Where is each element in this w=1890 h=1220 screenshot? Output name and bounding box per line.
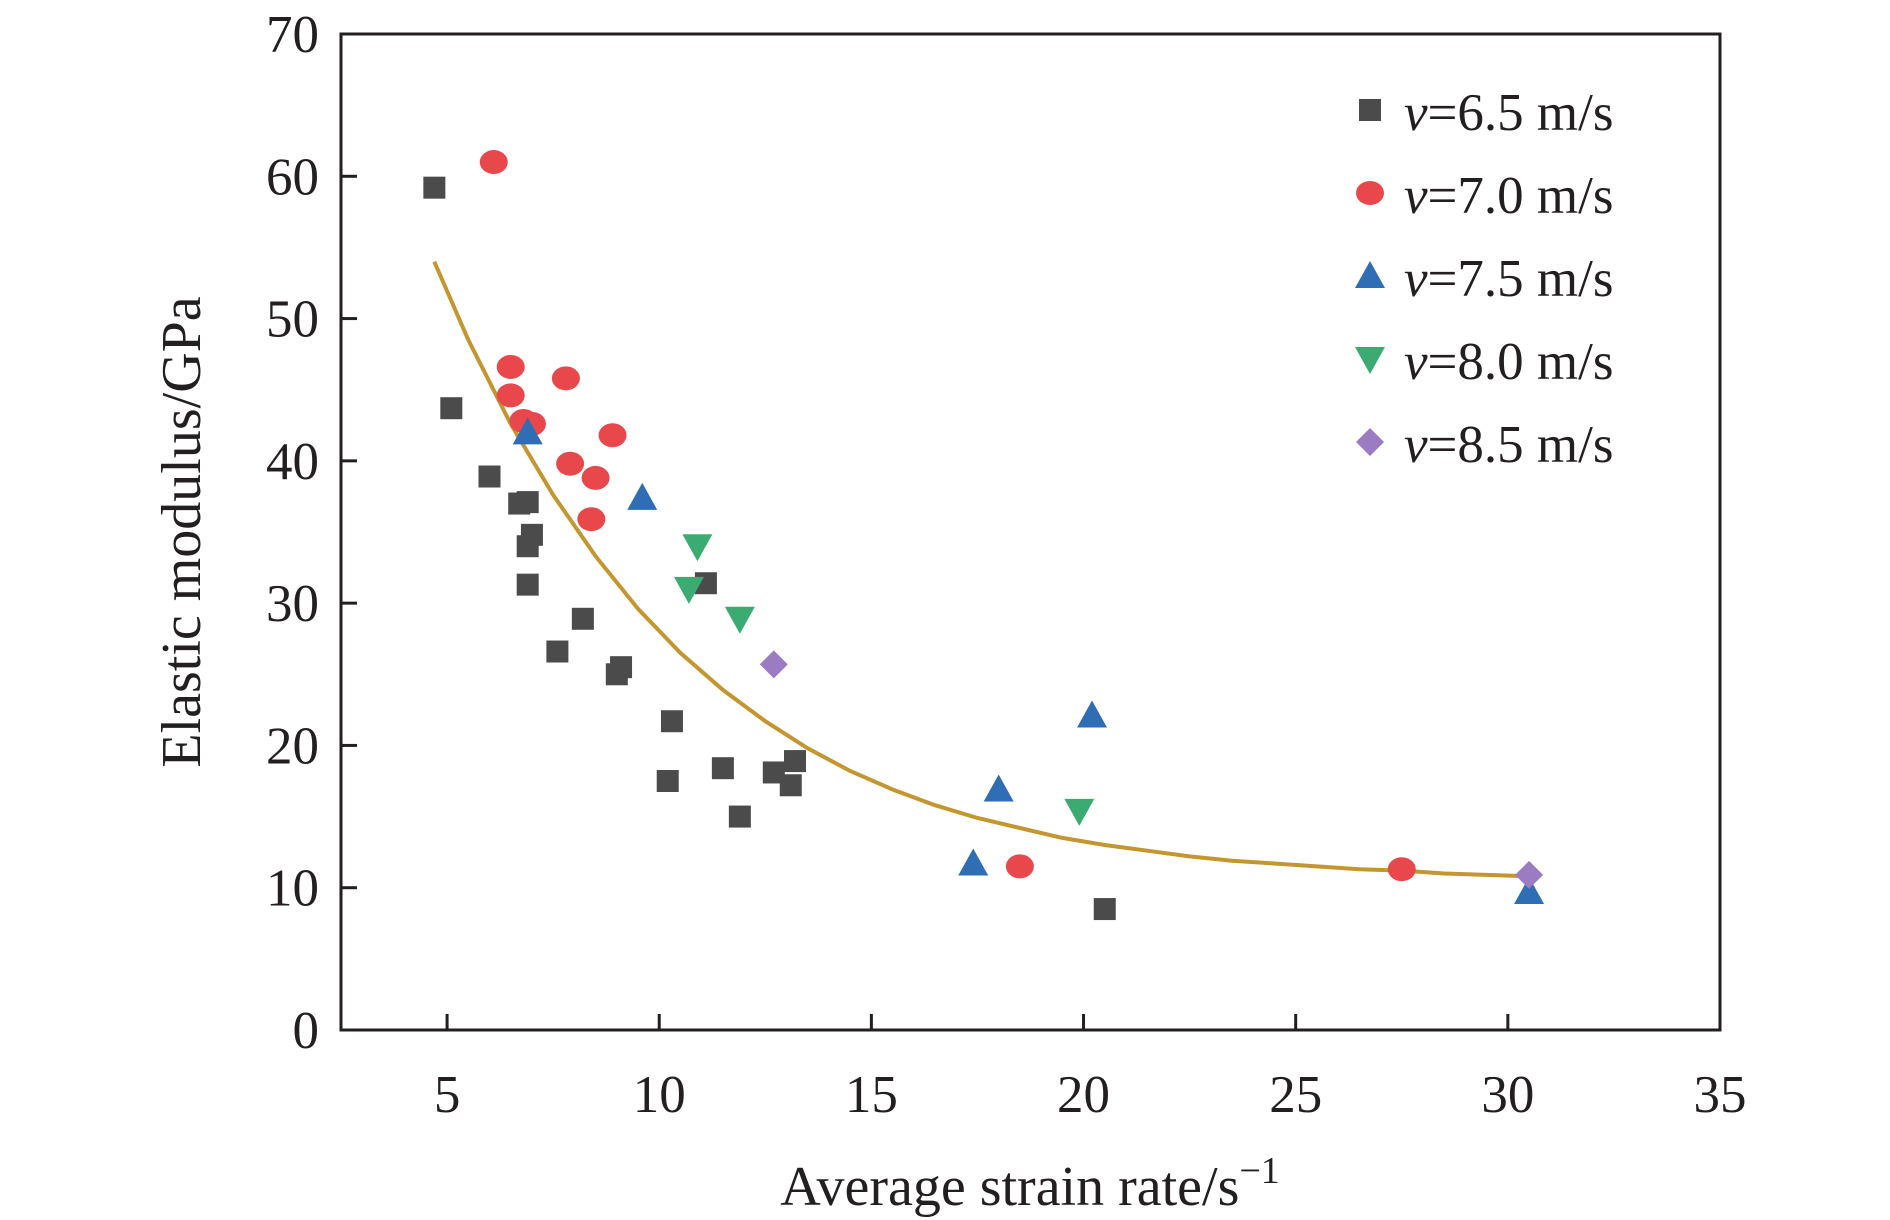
data-point-square [784, 750, 807, 773]
data-point-circle [577, 507, 606, 532]
legend-variable: v [1404, 84, 1428, 142]
y-tick-label: 30 [266, 575, 319, 633]
legend-value: =8.5 m/s [1428, 416, 1614, 474]
data-point-triangle-up [958, 848, 989, 876]
y-tick-label: 0 [293, 1002, 320, 1060]
data-point-square [605, 663, 628, 686]
data-point-square [546, 640, 569, 663]
data-point-square [660, 710, 683, 733]
data-point-square [762, 761, 785, 784]
data-point-circle [556, 451, 585, 476]
data-markers [423, 150, 1545, 921]
x-tick-label: 10 [633, 1066, 686, 1124]
x-tick-label: 35 [1694, 1066, 1747, 1124]
x-axis-ticks: 5 10 15 20 25 30 35 [434, 1014, 1747, 1124]
legend-marker-triangle-up [1355, 261, 1385, 288]
y-tick-label: 50 [266, 291, 319, 349]
data-point-circle [479, 150, 508, 175]
data-point-square [478, 465, 501, 488]
data-point-triangle-up [627, 482, 658, 510]
y-tick-label: 70 [266, 6, 319, 64]
data-point-square [516, 535, 539, 558]
data-point-square [656, 770, 679, 792]
data-point-square [516, 491, 539, 514]
x-axis-title-superscript: −1 [1239, 1150, 1279, 1192]
legend-marker-circle [1356, 181, 1384, 205]
data-point-triangle-up [1077, 700, 1108, 728]
data-point-square [779, 774, 802, 797]
legend-value: =7.5 m/s [1428, 250, 1614, 308]
legend-marker-triangle-down [1355, 347, 1385, 374]
data-point-triangle-up [1514, 876, 1545, 904]
y-axis-ticks: 0 10 20 30 40 50 60 70 [266, 6, 357, 1060]
data-point-triangle-down [724, 606, 755, 634]
data-point-triangle-down [673, 576, 704, 604]
y-axis-title: Elastic modulus/GPa [151, 296, 213, 767]
data-point-diamond [1515, 860, 1544, 889]
data-point-circle [551, 366, 580, 391]
legend: v=6.5 m/sv=7.0 m/sv=7.5 m/sv=8.0 m/sv=8.… [1355, 84, 1614, 474]
data-point-square [440, 397, 463, 420]
legend-variable: v [1404, 333, 1428, 391]
legend-value: =8.0 m/s [1428, 333, 1614, 391]
y-tick-label: 20 [266, 717, 319, 775]
legend-value: =6.5 m/s [1428, 84, 1614, 142]
data-point-circle [1005, 854, 1034, 879]
data-point-triangle-down [682, 534, 713, 562]
data-point-square [728, 805, 751, 828]
data-point-square [423, 176, 446, 199]
y-tick-label: 40 [266, 433, 319, 491]
legend-marker-diamond [1356, 428, 1384, 456]
x-tick-label: 25 [1269, 1066, 1322, 1124]
plot-frame [339, 32, 1722, 1032]
y-tick-label: 10 [266, 860, 319, 918]
fit-curve [432, 260, 1530, 879]
data-point-square [711, 757, 734, 780]
legend-variable: v [1404, 167, 1428, 225]
data-point-square [571, 607, 594, 630]
legend-variable: v [1404, 250, 1428, 308]
x-tick-label: 20 [1057, 1066, 1110, 1124]
data-point-triangle-up [512, 417, 543, 445]
data-point-circle [1387, 857, 1416, 882]
legend-entry-label: v=6.5 m/s [1404, 84, 1614, 142]
legend-entry-label: v=8.0 m/s [1404, 333, 1614, 391]
data-point-circle [581, 465, 610, 490]
data-point-diamond [759, 650, 788, 679]
data-point-square [516, 573, 539, 596]
x-tick-label: 15 [845, 1066, 898, 1124]
legend-marker-square [1359, 99, 1381, 121]
data-point-square [1093, 898, 1116, 921]
legend-entry-label: v=7.0 m/s [1404, 167, 1614, 225]
legend-variable: v [1404, 416, 1428, 474]
legend-value: =7.0 m/s [1428, 167, 1614, 225]
data-point-circle [598, 423, 627, 448]
x-axis-title: Average strain rate/s−1 [780, 1150, 1280, 1218]
data-point-circle [496, 354, 525, 379]
data-point-triangle-down [1064, 798, 1095, 826]
y-tick-label: 60 [266, 148, 319, 206]
x-tick-label: 30 [1481, 1066, 1534, 1124]
data-point-triangle-up [983, 774, 1014, 802]
legend-entry-label: v=7.5 m/s [1404, 250, 1614, 308]
x-tick-label: 5 [434, 1066, 461, 1124]
data-point-circle [496, 383, 525, 408]
legend-entry-label: v=8.5 m/s [1404, 416, 1614, 474]
